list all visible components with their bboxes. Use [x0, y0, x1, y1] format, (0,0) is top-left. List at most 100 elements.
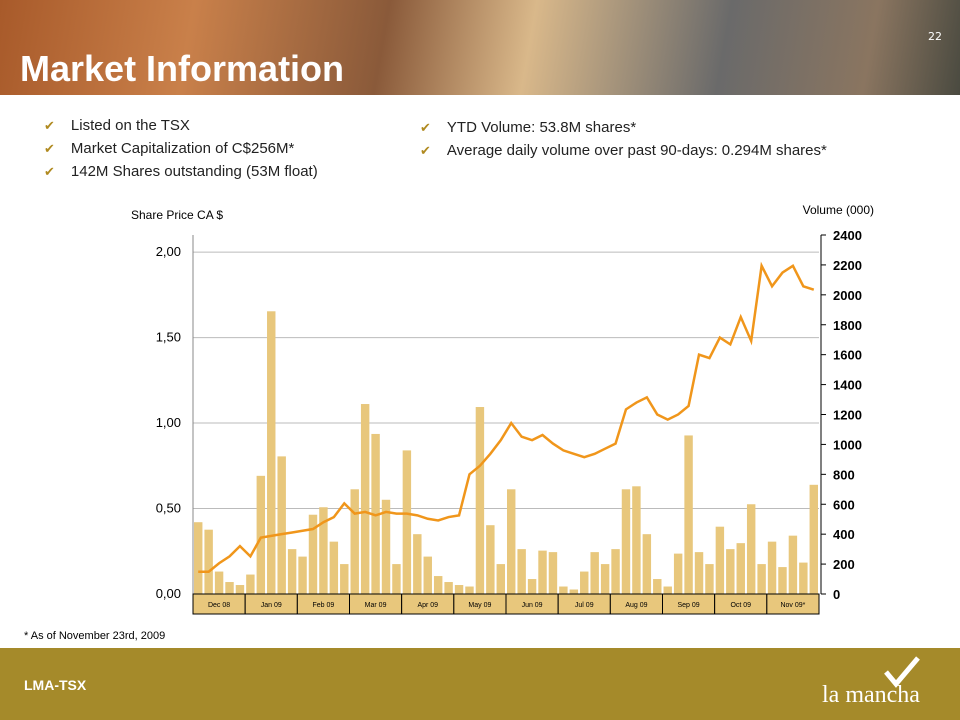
volume-bar [632, 486, 641, 594]
x-tick-label: Nov 09* [780, 602, 805, 609]
x-tick-label: Jun 09 [522, 602, 543, 609]
volume-bar [475, 407, 485, 594]
header-image [0, 0, 960, 95]
volume-bar [371, 433, 380, 594]
volume-bar [548, 552, 558, 594]
y2-tick-label: 1400 [833, 378, 862, 393]
volume-bar [214, 571, 224, 594]
chart: Share Price CA $ Volume (000) 0,00 0,50 1,… [131, 203, 874, 615]
y2-tick-label: 0 [833, 587, 840, 602]
volume-bar [527, 579, 537, 594]
volume-bar [225, 582, 234, 594]
month-cell [766, 593, 820, 615]
x-tick-label: Dec 08 [208, 602, 230, 609]
page-number: 22 [928, 30, 942, 43]
y2-tick-label: 1600 [833, 348, 862, 363]
y2-tick-label: 1800 [833, 318, 862, 333]
volume-bar [433, 576, 443, 594]
volume-bar [402, 450, 412, 594]
volume-bar [381, 499, 391, 594]
y-tick-label: 1,50 [156, 330, 181, 345]
x-tick-label: Apr 09 [417, 602, 438, 609]
volume-bar [767, 541, 777, 594]
volume-bar [277, 456, 286, 594]
volume-bar [746, 504, 756, 594]
volume-bar [715, 526, 725, 594]
volume-bar [486, 525, 495, 594]
volume-bar [757, 564, 766, 594]
volume-bar [621, 489, 631, 594]
volume-bar [611, 549, 620, 594]
y2-axis-label: Volume (000) [803, 203, 874, 217]
bullet: 142M Shares outstanding (53M float) [70, 163, 318, 180]
y2-tick-label: 1200 [833, 408, 862, 423]
footnote: * As of November 23rd, 2009 [24, 630, 166, 642]
volume-bar [235, 585, 245, 594]
y-tick-label: 0,00 [156, 586, 181, 601]
volume-bar [590, 552, 599, 594]
volume-bar [267, 311, 276, 594]
price-line [198, 261, 815, 574]
y2-tick-label: 800 [833, 467, 855, 482]
volume-bar [507, 489, 516, 594]
bullet: Average daily volume over past 90-days: … [446, 142, 827, 159]
volume-bar [496, 564, 505, 594]
logo: la mancha [822, 682, 920, 708]
volume-bar [538, 550, 547, 594]
volume-bar [444, 582, 453, 594]
y2-tick-label: 400 [833, 527, 855, 542]
logo-mark [884, 656, 920, 688]
volume-bar [642, 534, 652, 594]
ticker: LMA-TSX [24, 677, 87, 693]
y-tick-label: 2,00 [156, 244, 181, 259]
volume-bar [559, 586, 568, 594]
volume-bar [194, 522, 203, 594]
volume-bar [465, 586, 474, 594]
volume-bar [413, 534, 422, 594]
x-tick-label: Jan 09 [261, 602, 282, 609]
volume-bar [298, 556, 307, 594]
volume-bar [350, 489, 359, 594]
volume-bar [256, 475, 266, 594]
bullet: Market Capitalization of C$256M* [70, 140, 295, 157]
volume-bar [673, 553, 683, 594]
volume-bar [600, 564, 610, 594]
y2-tick-label: 2200 [833, 258, 862, 273]
title: Market Information [20, 48, 345, 89]
bullets-left: ✔ Listed on the TSX ✔ Market Capitalizatio… [44, 117, 318, 180]
volume-bar [799, 562, 808, 594]
volume-bar [705, 564, 714, 594]
footer [0, 648, 960, 720]
volume-bar [694, 552, 704, 594]
x-tick-label: Mar 09 [365, 602, 387, 609]
volume-bar [663, 586, 672, 594]
volume-bar [392, 564, 401, 594]
x-tick-label: Feb 09 [313, 602, 335, 609]
volume-bar [319, 507, 328, 594]
y2-tick-label: 2000 [833, 288, 862, 303]
volume-bar [726, 549, 735, 594]
volume-bar [788, 535, 798, 594]
volume-bar [423, 556, 432, 594]
bullets-right: ✔ YTD Volume: 53.8M shares* ✔ Average dail… [420, 119, 827, 159]
x-tick-label: Sep 09 [677, 602, 699, 609]
volume-bar [340, 564, 349, 594]
volume-bar [653, 579, 662, 594]
y-tick-label: 0,50 [156, 501, 181, 516]
y-axis-label: Share Price CA $ [131, 208, 223, 222]
volume-bar [778, 567, 787, 594]
volume-bar [204, 529, 213, 594]
x-tick-label: Jul 09 [575, 602, 594, 609]
x-tick-label: Oct 09 [730, 602, 751, 609]
volume-bar [246, 574, 255, 594]
volume-bar [580, 571, 589, 594]
bullet: YTD Volume: 53.8M shares* [446, 119, 637, 136]
volume-bar [736, 543, 745, 594]
x-tick-label: May 09 [468, 602, 491, 609]
y2-tick-label: 2400 [833, 228, 862, 243]
bullet: Listed on the TSX [70, 117, 190, 134]
y2-tick-label: 600 [833, 497, 855, 512]
volume-bar [308, 514, 318, 594]
y2-tick-label: 1000 [833, 437, 862, 452]
